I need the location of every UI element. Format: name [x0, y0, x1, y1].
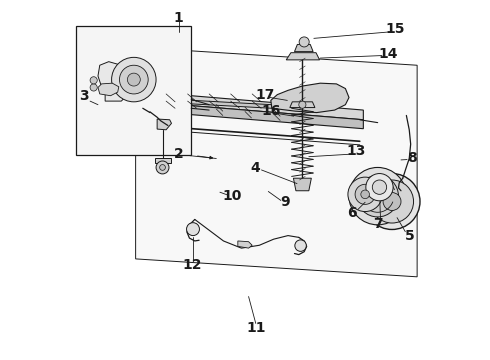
Text: 6: 6 [347, 206, 357, 220]
Text: 12: 12 [182, 258, 202, 273]
Circle shape [120, 65, 148, 94]
Circle shape [295, 240, 306, 251]
Circle shape [372, 180, 387, 194]
Circle shape [112, 57, 156, 102]
Text: 11: 11 [246, 321, 266, 335]
Polygon shape [136, 91, 152, 110]
Polygon shape [98, 62, 128, 101]
Polygon shape [136, 101, 364, 129]
Text: 2: 2 [174, 147, 184, 161]
Circle shape [361, 190, 369, 199]
Text: 4: 4 [250, 161, 260, 175]
Text: 8: 8 [407, 151, 417, 165]
Text: 16: 16 [261, 104, 280, 118]
Circle shape [187, 223, 199, 235]
Polygon shape [98, 83, 119, 96]
Text: 10: 10 [222, 189, 242, 203]
Circle shape [299, 37, 309, 47]
Text: 1: 1 [174, 11, 184, 25]
Polygon shape [136, 47, 417, 277]
Polygon shape [157, 119, 171, 130]
Text: 3: 3 [79, 89, 89, 103]
Circle shape [299, 101, 306, 108]
Polygon shape [173, 99, 272, 108]
Polygon shape [155, 158, 172, 163]
Circle shape [160, 165, 166, 170]
Text: 5: 5 [405, 229, 415, 243]
Circle shape [156, 161, 169, 174]
Circle shape [90, 77, 97, 84]
Polygon shape [238, 241, 252, 248]
Circle shape [366, 174, 393, 201]
Polygon shape [294, 178, 311, 191]
Circle shape [127, 73, 140, 86]
Text: 13: 13 [346, 144, 366, 158]
Polygon shape [271, 83, 349, 113]
Circle shape [90, 84, 97, 91]
Polygon shape [286, 53, 319, 60]
Text: 7: 7 [373, 217, 383, 231]
Text: 17: 17 [255, 87, 275, 102]
Circle shape [357, 175, 398, 217]
Circle shape [348, 177, 382, 212]
Text: 9: 9 [280, 195, 290, 209]
Circle shape [355, 184, 375, 204]
Polygon shape [294, 44, 313, 51]
Polygon shape [136, 91, 364, 120]
Bar [76, 26, 191, 155]
Polygon shape [290, 102, 315, 108]
Circle shape [349, 167, 406, 225]
Text: 15: 15 [386, 22, 405, 36]
Circle shape [370, 180, 414, 223]
Circle shape [383, 193, 401, 211]
Circle shape [364, 174, 420, 229]
Text: 14: 14 [378, 47, 397, 61]
